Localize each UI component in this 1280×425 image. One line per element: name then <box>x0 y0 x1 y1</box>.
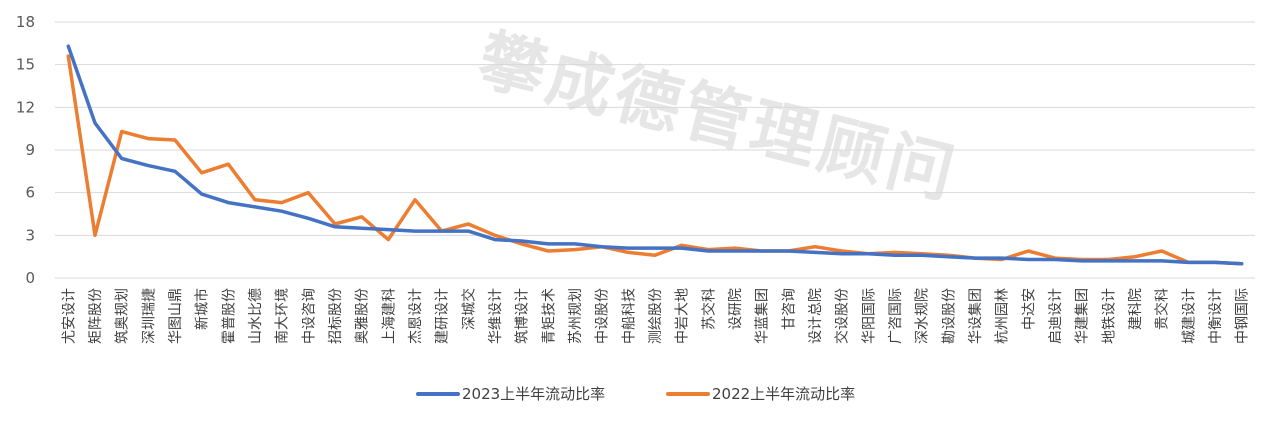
x-tick-label: 建科院 <box>1128 288 1144 330</box>
y-tick-label: 6 <box>25 184 35 202</box>
x-tick-label: 勘设股份 <box>941 288 957 344</box>
x-tick-label: 筑博设计 <box>514 288 531 344</box>
y-tick-label: 15 <box>16 56 35 74</box>
y-tick-label: 18 <box>16 13 35 31</box>
series-line-2 <box>66 54 1244 266</box>
x-tick-label: 苏交科 <box>700 288 717 330</box>
x-tick-label: 测绘股份 <box>648 288 664 344</box>
x-tick-label: 深水规院 <box>915 288 931 344</box>
x-tick-label: 奥雅股份 <box>354 288 371 344</box>
x-tick-label: 上海建科 <box>381 288 397 344</box>
legend-label-1: 2023上半年流动比率 <box>462 385 605 403</box>
x-tick-label: 中岩大地 <box>675 288 691 344</box>
y-tick-label: 12 <box>16 98 35 116</box>
x-tick-label: 设计总院 <box>808 288 824 344</box>
x-tick-label: 筑奥规划 <box>114 288 131 344</box>
x-axis-ticks: 尤安设计 矩阵股份 筑奥规划 深圳瑞捷 华图山鼎 新城市 霍普股份 山水比德 南大环境 中设咨询招… <box>61 288 1250 344</box>
x-tick-label: 广咨国际 <box>888 288 904 344</box>
x-tick-label: 启迪设计 <box>1048 288 1064 344</box>
x-tick-label: 交设股份 <box>834 288 851 344</box>
x-tick-label: 杰恩设计 <box>408 288 424 344</box>
x-tick-label: 青矩技术 <box>541 288 557 344</box>
x-tick-label: 城建设计 <box>1181 288 1197 344</box>
x-tick-label: 杭州园林 <box>995 288 1011 344</box>
x-tick-label: 尤安设计 <box>61 288 77 344</box>
x-tick-label: 甘咨询 <box>781 288 797 330</box>
x-tick-label: 华维设计 <box>488 288 504 344</box>
x-tick-label: 霍普股份 <box>221 288 237 344</box>
x-tick-label: 招标股份 <box>328 288 344 344</box>
x-tick-label: 深城交 <box>460 288 477 330</box>
x-tick-label: 矩阵股份 <box>88 288 104 344</box>
x-tick-label: 中船科技 <box>621 288 637 344</box>
x-tick-label: 华蓝集团 <box>754 288 771 344</box>
series-line-1 <box>66 44 1244 266</box>
x-tick-label: 中设股份 <box>595 288 611 344</box>
y-tick-label: 3 <box>25 226 35 244</box>
x-tick-label: 中衡设计 <box>1208 288 1224 344</box>
x-tick-label: 华设集团 <box>967 288 984 344</box>
y-tick-label: 0 <box>25 269 35 287</box>
x-tick-label: 建研设计 <box>435 288 451 344</box>
y-tick-label: 9 <box>25 141 35 159</box>
series-layer <box>66 44 1244 266</box>
legend: 2023上半年流动比率 2022上半年流动比率 <box>416 385 855 403</box>
x-tick-label: 中钢国际 <box>1235 288 1251 344</box>
x-tick-label: 山水比德 <box>248 288 264 344</box>
x-tick-label: 地铁设计 <box>1101 288 1117 344</box>
x-tick-label: 新城市 <box>194 288 211 330</box>
x-tick-label: 华阳国际 <box>861 288 877 344</box>
grid-layer: 0 3 6 9 12 15 18 <box>16 13 1255 287</box>
x-tick-label: 南大环境 <box>275 288 291 344</box>
x-tick-label: 华图山鼎 <box>168 288 184 344</box>
x-tick-label: 设研院 <box>728 288 744 330</box>
legend-label-2: 2022上半年流动比率 <box>712 385 855 403</box>
x-tick-label: 中设咨询 <box>301 288 317 344</box>
x-tick-label: 深圳瑞捷 <box>141 288 157 344</box>
x-tick-label: 贵交科 <box>1154 288 1171 330</box>
x-tick-label: 苏州规划 <box>568 288 584 344</box>
watermark-text: 攀成德管理顾问 <box>471 21 965 214</box>
x-tick-label: 中达安 <box>1021 288 1037 330</box>
x-tick-label: 华建集团 <box>1074 288 1091 344</box>
